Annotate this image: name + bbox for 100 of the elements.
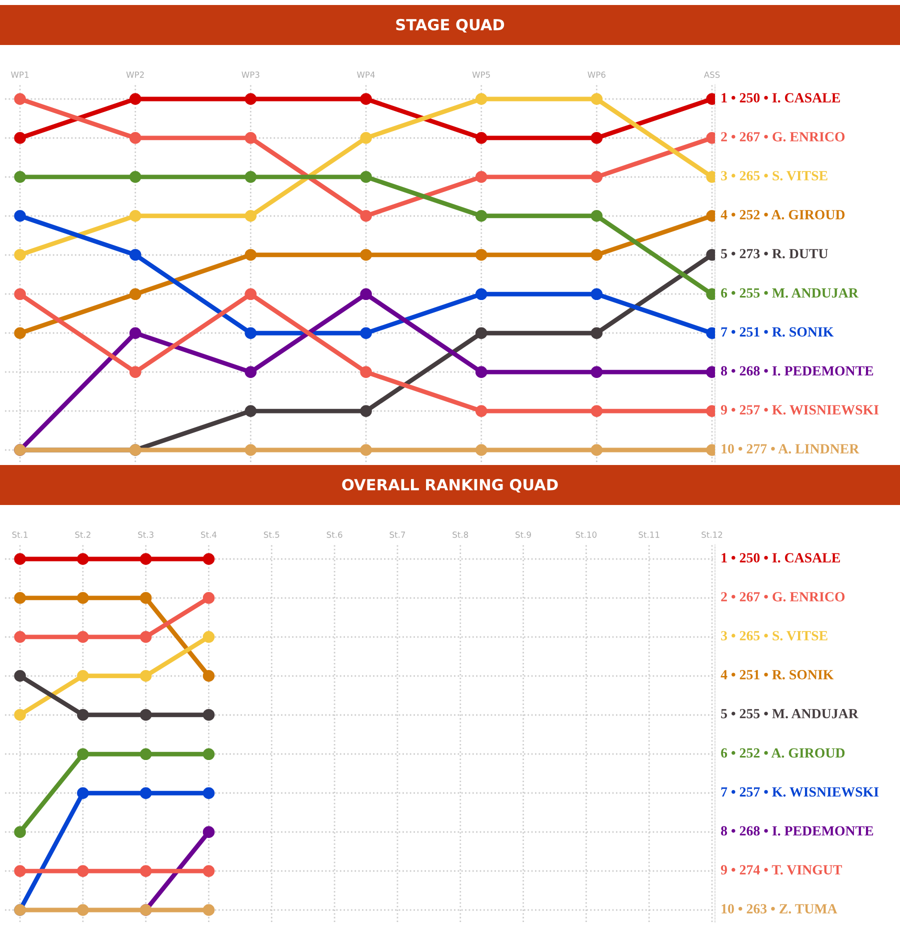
point (360, 444, 372, 456)
point (140, 708, 152, 721)
point (475, 444, 488, 456)
point (244, 93, 257, 105)
point (360, 366, 372, 378)
point (590, 366, 603, 378)
text: 8 • 268 • I. PEDEMONTE (721, 366, 874, 376)
point (475, 288, 488, 300)
x-tick-label: St.6 (326, 532, 342, 538)
x-tick-label: St.10 (576, 532, 597, 538)
point (129, 366, 142, 378)
point (475, 132, 488, 144)
point (202, 592, 215, 604)
point (244, 366, 257, 378)
point (14, 93, 26, 105)
point (590, 288, 603, 300)
text: 5 • 255 • M. ANDUJAR (721, 708, 858, 718)
point (77, 670, 89, 682)
point (14, 553, 26, 565)
point (14, 592, 26, 604)
point (14, 327, 26, 340)
point (360, 171, 372, 183)
point (360, 405, 372, 417)
text: 4 • 251 • R. SONIK (720, 670, 834, 680)
text: 2 • 267 • G. ENRICO (721, 132, 845, 142)
point (360, 132, 372, 144)
point (202, 553, 215, 565)
point (590, 444, 603, 456)
point (202, 670, 215, 682)
point (14, 708, 26, 721)
point (244, 248, 257, 261)
chart-title: OVERALL RANKING QUAD (342, 478, 558, 492)
text: 9 • 257 • K. WISNIEWSKI (720, 405, 879, 415)
text: 1 • 250 • I. CASALE (722, 553, 840, 563)
text: 7 • 257 • K. WISNIEWSKI (721, 787, 879, 797)
text: 5 • 273 • R. DUTU (721, 248, 828, 258)
point (475, 210, 488, 222)
point (244, 444, 257, 456)
point (590, 327, 603, 340)
text: 1 • 250 • I. CASALE (722, 93, 840, 103)
point (77, 748, 89, 760)
x-tick-label: St.3 (138, 532, 154, 538)
point (244, 288, 257, 300)
x-tick-label: St.12 (702, 532, 722, 538)
x-tick-label: St.5 (264, 532, 280, 538)
point (140, 748, 152, 760)
x-tick-label: St.8 (452, 532, 468, 538)
text: 4 • 252 • A. GIROUD (720, 210, 845, 220)
point (14, 826, 26, 838)
text: 7 • 251 • R. SONIK (721, 327, 834, 337)
text: 10 • 263 • Z. TUMA (722, 904, 838, 914)
text: 2 • 267 • G. ENRICO (721, 592, 845, 602)
point (590, 210, 603, 222)
text: 9 • 274 • T. VINGUT (720, 865, 842, 875)
point (14, 865, 26, 877)
x-tick-label: WP5 (472, 72, 490, 78)
point (14, 631, 26, 643)
point (140, 670, 152, 682)
x-tick-label: WP4 (356, 72, 375, 78)
point (77, 708, 89, 721)
point (140, 631, 152, 643)
text: 3 • 265 • S. VITSE (721, 171, 828, 180)
text: 6 • 255 • M. ANDUJAR (721, 288, 858, 298)
point (77, 592, 89, 604)
point (14, 132, 26, 144)
point (590, 248, 603, 261)
point (202, 904, 215, 916)
point (14, 248, 26, 261)
point (77, 553, 89, 565)
x-tick-label: WP6 (588, 72, 606, 78)
point (14, 288, 26, 300)
x-tick-label: St.1 (12, 532, 28, 538)
x-tick-label: St.2 (75, 532, 90, 538)
point (202, 787, 215, 800)
point (202, 748, 215, 760)
point (129, 171, 142, 183)
point (14, 171, 26, 183)
point (244, 171, 257, 183)
point (202, 826, 215, 838)
x-tick-label: St.4 (201, 532, 217, 538)
text: 3 • 265 • S. VITSE (721, 631, 828, 640)
point (77, 865, 89, 877)
text: 6 • 252 • A. GIROUD (721, 748, 845, 758)
point (590, 93, 603, 105)
point (360, 288, 372, 300)
point (140, 592, 152, 604)
point (360, 248, 372, 261)
x-tick-label: St.11 (638, 532, 660, 538)
point (475, 366, 488, 378)
point (475, 405, 488, 417)
point (202, 631, 215, 643)
point (129, 132, 142, 144)
point (244, 210, 257, 222)
x-tick-label: WP1 (10, 72, 29, 78)
point (475, 93, 488, 105)
point (129, 288, 142, 300)
point (129, 327, 142, 340)
point (360, 210, 372, 222)
x-tick-label: WP3 (242, 72, 260, 78)
point (129, 210, 142, 222)
